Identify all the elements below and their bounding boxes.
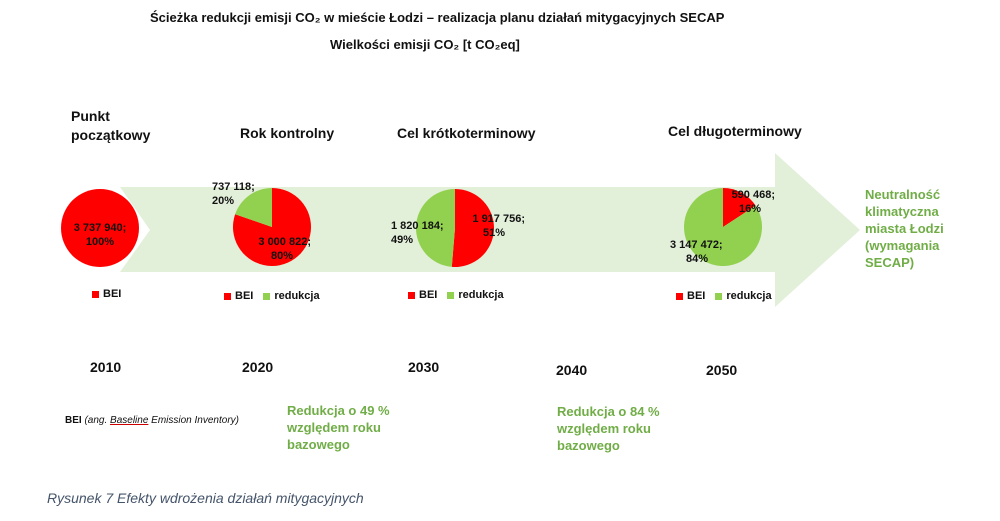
pie-slice-reduction: [684, 188, 762, 266]
legend-2010: BEI: [92, 288, 121, 300]
legend-2050: BEI redukcja: [676, 290, 772, 302]
year-2040: 2040: [556, 362, 588, 378]
year-2010: 2010: [90, 359, 122, 375]
legend-swatch-reduction: [715, 292, 723, 300]
heading-2010: Punkt początkowy: [71, 108, 151, 143]
legend-swatch-bei: [676, 292, 683, 300]
pie-slice-bei: [61, 189, 139, 267]
data-label-2050-bei: 590 468; 16%: [731, 189, 775, 215]
legend-2030: BEI redukcja: [408, 289, 504, 301]
legend-swatch-bei: [92, 290, 99, 298]
pie-slice-bei: [723, 188, 756, 227]
legend-swatch-bei: [224, 292, 231, 300]
data-label-2020-reduction: 737 118; 20%: [212, 181, 255, 207]
year-2020: 2020: [242, 359, 274, 375]
data-label-2030-bei: 1 917 756; 51%: [472, 213, 525, 239]
data-label-2010-bei: 3 737 940; 100%: [73, 222, 127, 248]
legend-2020: BEI redukcja: [224, 290, 320, 302]
reduction-note-2050: Redukcja o 84 % względem roku bazowego: [557, 404, 660, 453]
year-2030: 2030: [408, 359, 440, 375]
legend-swatch-reduction: [447, 291, 455, 299]
legend-swatch-reduction: [263, 292, 271, 300]
chart-subtitle: Wielkości emisji CO₂ [t CO₂eq]: [330, 37, 520, 52]
data-label-2020-bei: 3 000 822; 80%: [258, 236, 311, 262]
pie-chart-2050: [684, 188, 762, 266]
data-label-2030-reduction: 1 820 184; 49%: [391, 220, 444, 246]
chart-title: Ścieżka redukcji emisji CO₂ w mieście Ło…: [150, 10, 725, 25]
legend-swatch-bei: [408, 291, 415, 299]
neutrality-text: Neutralność klimatyczna miasta Łodzi (wymag…: [865, 187, 944, 270]
heading-2050: Cel długoterminowy: [668, 123, 802, 139]
figure-caption: Rysunek 7 Efekty wdrożenia działań mityg…: [47, 490, 364, 506]
pie-slice-reduction: [235, 188, 272, 227]
reduction-note-2030: Redukcja o 49 % względem roku bazowego: [287, 403, 390, 452]
heading-2030: Cel krótkoterminowy: [397, 125, 536, 141]
pie-chart-2010: [61, 189, 139, 267]
pie-chart-2020: [233, 188, 311, 266]
pie-chart-2030: [416, 189, 495, 267]
pie-slice-bei: [451, 189, 495, 267]
heading-2020: Rok kontrolny: [240, 125, 335, 141]
bei-footnote: BEI (ang. Baseline Emission Inventory): [65, 415, 239, 426]
data-label-2050-reduction: 3 147 472; 84%: [670, 239, 723, 265]
pie-slice-reduction: [416, 189, 455, 267]
year-2050: 2050: [706, 362, 738, 378]
